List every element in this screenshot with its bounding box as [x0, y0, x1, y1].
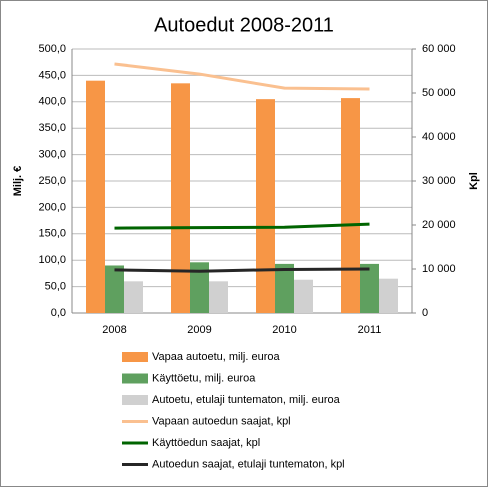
legend-label: Vapaa autoetu, milj. euroa	[152, 351, 280, 363]
bar	[341, 98, 360, 313]
legend-label: Autoedun saajat, etulaji tuntematon, kpl	[152, 458, 345, 470]
line	[114, 62, 370, 91]
bar	[171, 83, 190, 313]
y-tick-label: 300,0	[38, 149, 66, 161]
x-tick-label: 2011	[358, 324, 382, 336]
x-tick-label: 2010	[272, 324, 296, 336]
y-tick-label: 150,0	[38, 228, 66, 240]
y2-tick-label: 10 000	[422, 263, 456, 275]
legend-swatch	[122, 373, 148, 384]
y-tick-label: 500,0	[38, 43, 66, 55]
y-tick-label: 250,0	[38, 175, 66, 187]
x-tick-label: 2009	[187, 324, 211, 336]
legend-label: Käyttöedun saajat, kpl	[152, 437, 260, 449]
y-tick-label: 350,0	[38, 122, 66, 134]
legend-swatch	[122, 352, 148, 362]
legend-label: Autoetu, etulaji tuntematon, milj. euroa	[152, 394, 341, 406]
y2-tick-label: 20 000	[422, 219, 456, 231]
bar	[124, 281, 143, 313]
bar	[86, 80, 105, 314]
bar	[294, 279, 313, 313]
x-tick-label: 2008	[102, 324, 126, 336]
y-tick-label: 100,0	[38, 254, 66, 266]
y-tick-label: 400,0	[38, 96, 66, 108]
y2-tick-label: 60 000	[422, 43, 456, 55]
bar	[105, 265, 124, 313]
y2-tick-label: 50 000	[422, 87, 456, 99]
y2-axis-label: Kpl	[468, 172, 480, 190]
bar	[360, 263, 379, 313]
y2-tick-label: 40 000	[422, 131, 456, 143]
bar	[379, 278, 398, 313]
line	[114, 267, 370, 273]
y2-tick-label: 0	[422, 307, 428, 319]
y-tick-label: 200,0	[38, 201, 66, 213]
y-tick-label: 50,0	[45, 281, 66, 293]
y-tick-label: 450,0	[38, 69, 66, 81]
legend-label: Käyttöetu, milj. euroa	[152, 372, 256, 384]
chart-title: Autoedut 2008-2011	[154, 14, 334, 36]
y2-tick-label: 30 000	[422, 175, 456, 187]
y-tick-label: 0,0	[51, 307, 66, 319]
bar	[190, 262, 209, 313]
bar	[275, 263, 294, 313]
y-axis-label: Milj. €	[12, 166, 24, 197]
legend-label: Vapaan autoedun saajat, kpl	[152, 415, 291, 427]
bar	[209, 281, 228, 313]
line	[114, 222, 370, 230]
legend-swatch	[122, 395, 148, 405]
bar	[256, 99, 275, 313]
